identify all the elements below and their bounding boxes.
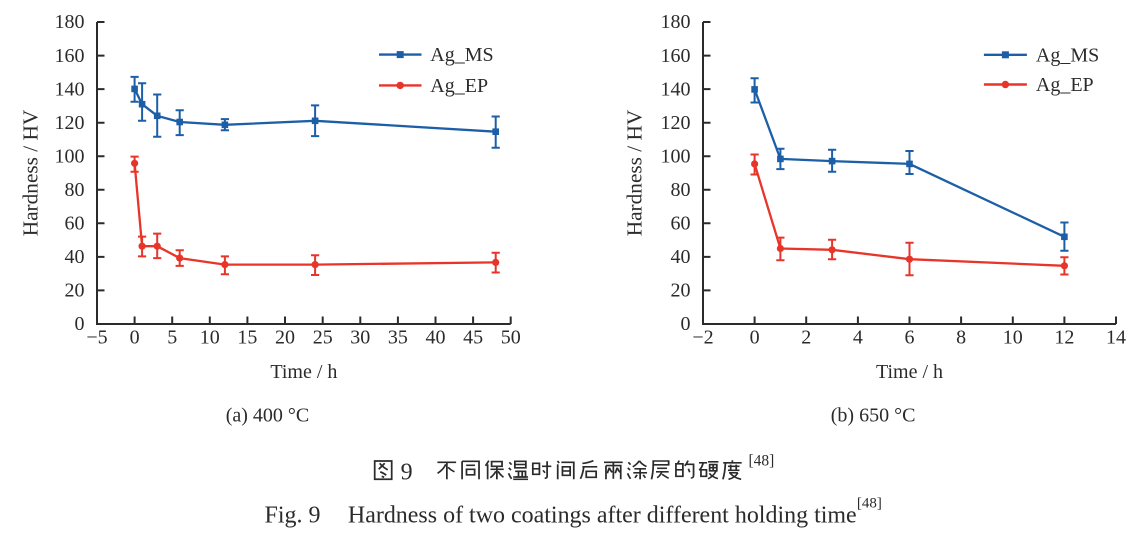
svg-text:180: 180 [55, 11, 85, 33]
svg-text:35: 35 [388, 327, 408, 349]
svg-text:50: 50 [501, 327, 521, 349]
svg-text:140: 140 [661, 78, 691, 100]
svg-text:40: 40 [671, 246, 691, 268]
svg-text:8: 8 [956, 327, 966, 349]
svg-text:Hardness / HV: Hardness / HV [19, 109, 43, 236]
svg-text:0: 0 [681, 313, 691, 335]
svg-text:20: 20 [275, 327, 295, 349]
svg-text:Ag_MS: Ag_MS [1036, 44, 1099, 66]
svg-text:Ag_MS: Ag_MS [430, 44, 493, 66]
svg-text:[48]: [48] [749, 453, 775, 470]
svg-text:4: 4 [853, 327, 863, 349]
svg-text:0: 0 [750, 327, 760, 349]
svg-text:80: 80 [65, 179, 85, 201]
svg-text:−5: −5 [86, 327, 107, 349]
svg-text:2: 2 [801, 327, 811, 349]
svg-text:20: 20 [671, 280, 691, 302]
svg-text:30: 30 [350, 327, 370, 349]
svg-text:140: 140 [55, 78, 85, 100]
svg-text:100: 100 [661, 145, 691, 167]
svg-text:−2: −2 [692, 327, 713, 349]
svg-text:Hardness / HV: Hardness / HV [623, 109, 647, 236]
svg-text:20: 20 [65, 280, 85, 302]
svg-text:15: 15 [237, 327, 257, 349]
svg-text:14: 14 [1106, 327, 1126, 349]
svg-text:45: 45 [463, 327, 483, 349]
svg-text:0: 0 [75, 313, 85, 335]
svg-text:6: 6 [905, 327, 915, 349]
svg-text:Time / h: Time / h [876, 361, 943, 383]
svg-text:Ag_EP: Ag_EP [1036, 74, 1094, 96]
svg-text:[48]: [48] [857, 495, 882, 511]
svg-text:0: 0 [130, 327, 140, 349]
svg-text:120: 120 [55, 112, 85, 134]
svg-text:9: 9 [401, 460, 413, 486]
svg-text:60: 60 [65, 213, 85, 235]
svg-text:10: 10 [200, 327, 220, 349]
svg-text:100: 100 [55, 145, 85, 167]
svg-text:(b) 650 °C: (b) 650 °C [831, 405, 916, 427]
svg-text:120: 120 [661, 112, 691, 134]
svg-text:160: 160 [55, 45, 85, 67]
svg-text:Ag_EP: Ag_EP [430, 75, 488, 97]
svg-text:180: 180 [661, 11, 691, 33]
svg-text:40: 40 [65, 246, 85, 268]
svg-text:25: 25 [313, 327, 333, 349]
svg-text:(a) 400 °C: (a) 400 °C [226, 405, 310, 427]
svg-text:60: 60 [671, 213, 691, 235]
svg-text:160: 160 [661, 45, 691, 67]
svg-text:80: 80 [671, 179, 691, 201]
svg-text:10: 10 [1003, 327, 1023, 349]
svg-text:12: 12 [1054, 327, 1074, 349]
svg-text:5: 5 [167, 327, 177, 349]
svg-text:Time / h: Time / h [270, 361, 337, 383]
svg-text:40: 40 [426, 327, 446, 349]
